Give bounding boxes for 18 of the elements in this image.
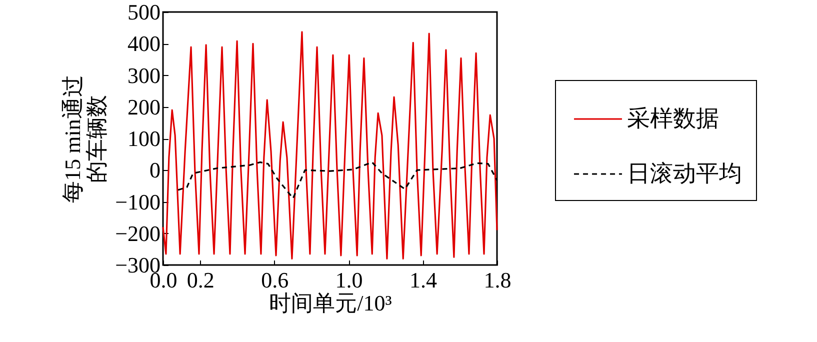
y-tick-label: 0 xyxy=(150,158,160,183)
line-series xyxy=(162,31,498,260)
x-tick-label: 0.2 xyxy=(186,268,214,292)
y-tick-label: 300 xyxy=(128,62,160,88)
y-tick-label: 100 xyxy=(128,126,160,151)
y-tick-label: 400 xyxy=(128,31,160,56)
x-axis-title: 时间单元/10³ xyxy=(269,290,392,316)
y-tick-label: 200 xyxy=(128,94,160,120)
legend-label: 日滚动平均 xyxy=(627,161,742,186)
y-tick-label: 500 xyxy=(128,0,160,24)
x-tick-label: 1.0 xyxy=(335,268,363,292)
y-tick-label: −100 xyxy=(115,189,160,214)
y-axis-title: 每15 min通过的车辆数 xyxy=(60,75,110,203)
legend-label: 采样数据 xyxy=(627,106,719,131)
y-tick-label: −200 xyxy=(115,220,160,246)
x-tick-label: 1.4 xyxy=(410,268,438,292)
x-tick-label: 0.6 xyxy=(261,268,289,292)
x-tick-label: 1.8 xyxy=(484,268,512,292)
